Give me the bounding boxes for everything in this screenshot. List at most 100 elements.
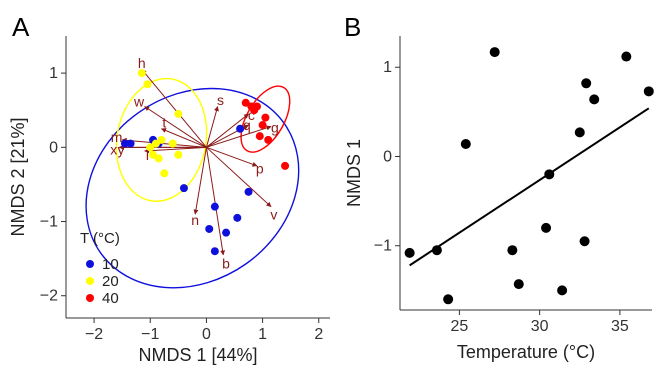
point-20-5 xyxy=(151,139,160,148)
data-point-13 xyxy=(589,94,600,105)
panel-b: B 25 30 35 −1 0 1 Temperature (°C) NMDS 1 xyxy=(344,12,654,362)
x-tick-label: 2 xyxy=(314,326,323,343)
vector-label-s: s xyxy=(217,92,224,108)
vector-arrow-g xyxy=(206,125,272,148)
x-tick-label: 1 xyxy=(258,326,267,343)
point-10-1 xyxy=(126,139,135,148)
point-10-5 xyxy=(205,224,214,233)
vector-arrow-v xyxy=(206,146,272,208)
vector-label-t: t xyxy=(162,114,166,130)
legend-label-10: 10 xyxy=(102,256,119,273)
vector-arrow-s xyxy=(205,106,219,148)
point-40-4 xyxy=(258,121,267,130)
legend-title: T (°C) xyxy=(80,230,120,247)
points xyxy=(404,47,654,305)
vector-label-b: b xyxy=(222,255,230,271)
y-axis-title: NMDS 2 [21%] xyxy=(8,117,28,236)
point-20-9 xyxy=(168,139,177,148)
point-40-0 xyxy=(241,98,250,107)
vector-arrow-h xyxy=(141,69,207,148)
vectors: h w t mx y l s cq g p v n b xyxy=(110,55,279,271)
vector-label-m: m xyxy=(111,129,123,145)
data-point-1 xyxy=(431,245,442,256)
vector-label-y: y xyxy=(118,142,125,158)
panel-a: A h w t mx y l s cq g p v n b −2 −1 0 1 2 −2 −1 0 1 NMDS 1 [… xyxy=(8,12,330,365)
y-tick-label: −1 xyxy=(374,238,392,255)
data-point-4 xyxy=(489,47,500,58)
x-tick-label: −1 xyxy=(141,326,159,343)
data-point-11 xyxy=(579,236,590,247)
point-20-1 xyxy=(143,80,152,89)
legend-label-40: 40 xyxy=(102,290,119,307)
axes: 25 30 35 −1 0 1 xyxy=(374,36,652,335)
legend-swatch-20 xyxy=(86,277,94,285)
data-point-0 xyxy=(404,247,415,258)
point-10-10 xyxy=(236,124,245,133)
vector-label-w: w xyxy=(133,93,145,109)
y-tick-label: 0 xyxy=(49,139,58,156)
data-point-2 xyxy=(443,294,454,305)
point-10-9 xyxy=(233,213,242,222)
vector-label-n: n xyxy=(191,212,199,228)
regression-line xyxy=(409,107,650,267)
ellipses xyxy=(85,77,300,289)
point-20-7 xyxy=(157,135,166,144)
point-20-6 xyxy=(154,154,163,163)
vector-arrow-t xyxy=(161,128,207,148)
data-point-15 xyxy=(643,86,654,97)
x-axis-title: Temperature (°C) xyxy=(457,342,595,362)
point-40-6 xyxy=(255,132,264,141)
data-point-10 xyxy=(574,127,585,138)
point-40-7 xyxy=(264,135,273,144)
vector-label-q: q xyxy=(243,117,251,133)
point-10-7 xyxy=(210,202,219,211)
vector-label-c: c xyxy=(248,107,255,123)
vector-label-p: p xyxy=(256,160,264,176)
y-axis-title: NMDS 1 xyxy=(344,139,364,207)
x-tick-label: 30 xyxy=(531,318,549,335)
vector-arrow-n xyxy=(193,147,207,215)
data-point-14 xyxy=(621,51,632,62)
data-point-3 xyxy=(460,138,471,149)
x-axis-title: NMDS 1 [44%] xyxy=(138,345,257,365)
data-point-6 xyxy=(513,279,524,290)
point-10-11 xyxy=(244,187,253,196)
data-point-5 xyxy=(507,245,518,256)
y-tick-label: −2 xyxy=(40,288,58,305)
point-20-0 xyxy=(137,69,146,78)
vector-arrow-w xyxy=(144,106,207,148)
points xyxy=(120,69,290,256)
point-20-10 xyxy=(174,150,183,159)
y-tick-label: 1 xyxy=(49,65,58,82)
x-tick-label: 25 xyxy=(450,318,468,335)
point-40-8 xyxy=(281,161,290,170)
panel-b-letter: B xyxy=(344,12,361,42)
x-tick-label: 35 xyxy=(611,318,629,335)
vector-label-h: h xyxy=(138,55,146,71)
y-tick-label: 0 xyxy=(383,148,392,165)
panel-a-letter: A xyxy=(12,12,30,42)
vector-label-g: g xyxy=(271,119,279,135)
fit-line xyxy=(409,107,650,267)
y-tick-label: −1 xyxy=(40,214,58,231)
point-10-4 xyxy=(179,184,188,193)
y-tick-label: 1 xyxy=(383,59,392,76)
point-10-0 xyxy=(120,139,129,148)
legend-label-20: 20 xyxy=(102,273,119,290)
point-10-6 xyxy=(210,247,219,256)
axes: −2 −1 0 1 2 −2 −1 0 1 xyxy=(40,36,330,343)
vector-label-x: x xyxy=(110,142,117,158)
vector-label-v: v xyxy=(270,206,277,222)
point-40-5 xyxy=(261,113,270,122)
x-tick-label: 0 xyxy=(202,326,211,343)
legend-swatch-40 xyxy=(86,294,94,302)
vector-arrow-c xyxy=(206,113,249,148)
vector-arrow-p xyxy=(206,146,258,167)
point-20-2 xyxy=(174,109,183,118)
vector-label-l: l xyxy=(146,147,149,163)
vector-arrow-b xyxy=(205,147,226,256)
point-40-3 xyxy=(250,106,259,115)
x-tick-label: −2 xyxy=(85,326,103,343)
